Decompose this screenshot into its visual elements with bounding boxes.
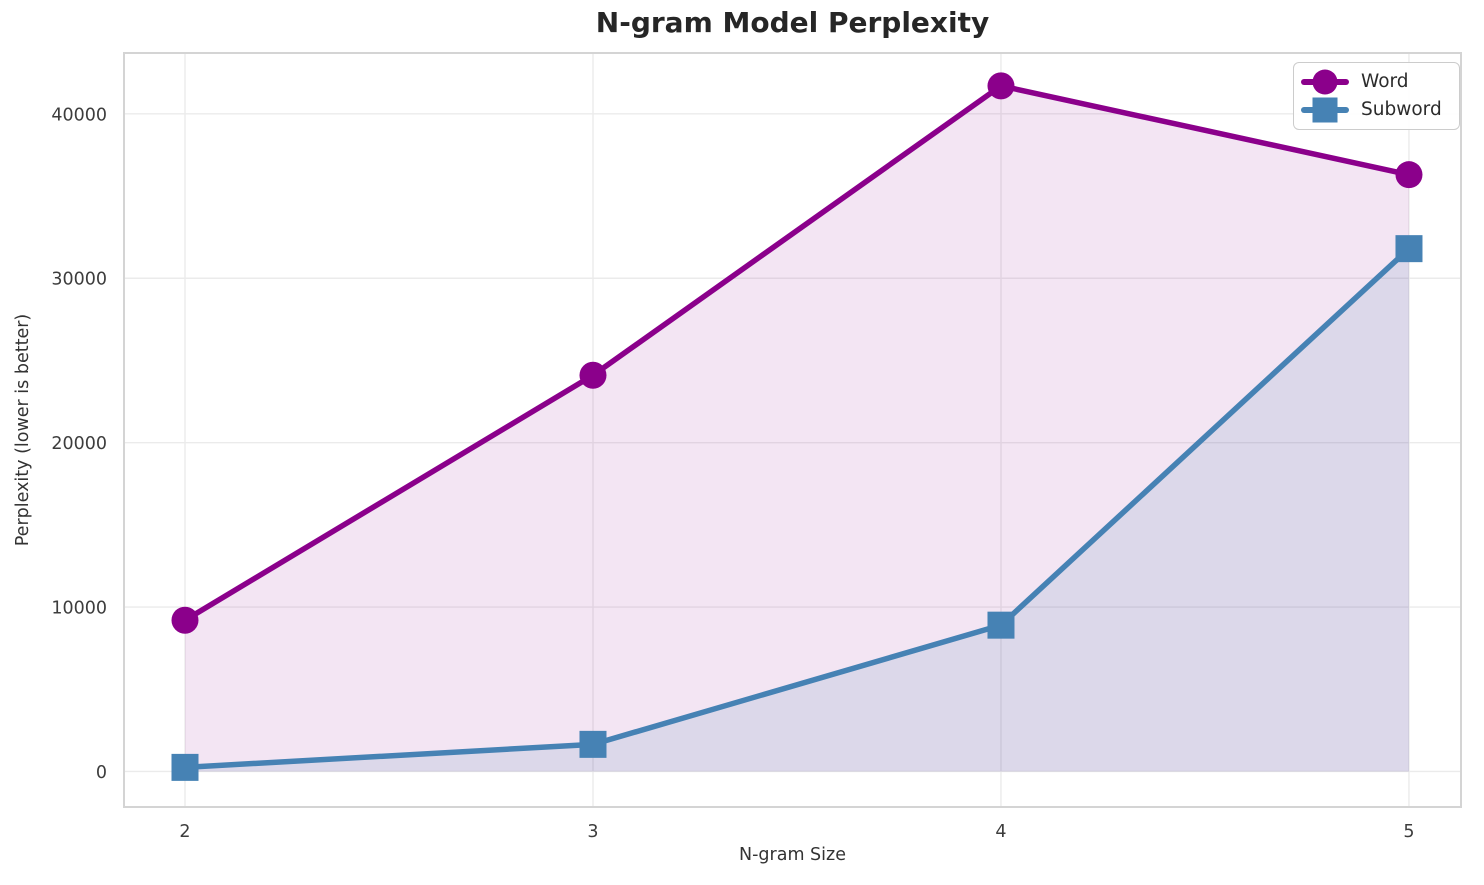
word-marker [987, 72, 1015, 100]
subword-square-marker-icon [1312, 97, 1338, 123]
chart-title: N-gram Model Perplexity [595, 6, 990, 39]
subword-line [182, 245, 1412, 771]
x-tick-label: 3 [587, 822, 598, 842]
x-tick-label: 5 [1403, 822, 1414, 842]
x-tick-label: 4 [995, 822, 1006, 842]
y-tick-label: 20000 [51, 434, 107, 454]
subword-marker [1395, 235, 1423, 263]
word-marker [171, 606, 199, 634]
legend-label-subword: Subword [1361, 98, 1442, 120]
y-tick-label: 10000 [51, 599, 107, 619]
subword-marker [579, 730, 607, 758]
subword-legend-sample [1301, 96, 1349, 124]
word-marker [1395, 161, 1423, 189]
y-tick-label: 40000 [51, 105, 107, 125]
subword-area-fill [184, 248, 1409, 772]
x-axis-label: N-gram Size [739, 845, 846, 865]
y-tick-label: 30000 [51, 270, 107, 290]
plot-border [123, 52, 1462, 808]
y-tick-label: 0 [96, 763, 107, 783]
y-axis-label: Perplexity (lower is better) [13, 313, 33, 547]
subword-marker [171, 753, 199, 781]
legend-entry-word: Word [1301, 68, 1449, 96]
subword-marker [987, 611, 1015, 639]
legend-label-word: Word [1361, 70, 1409, 92]
word-area-fill [184, 85, 1409, 772]
word-legend-sample [1301, 68, 1349, 96]
word-line [182, 83, 1412, 623]
word-circle-marker-icon [1312, 69, 1338, 95]
legend: Word Subword [1293, 62, 1460, 130]
legend-entry-subword: Subword [1301, 96, 1449, 124]
word-marker [579, 361, 607, 389]
x-tick-label: 2 [179, 822, 190, 842]
